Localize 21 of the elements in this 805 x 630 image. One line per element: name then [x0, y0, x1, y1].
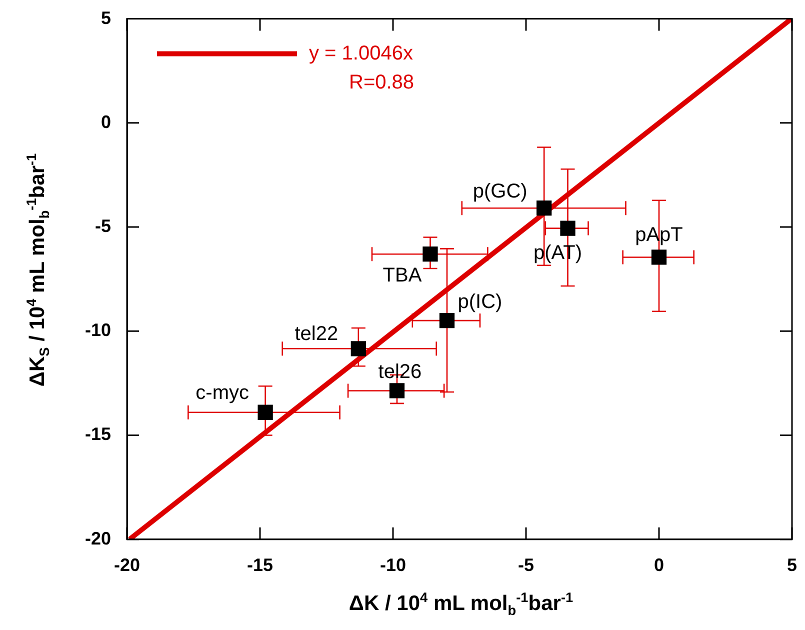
x-tick-label: -5: [518, 555, 534, 576]
annotation: c-myc: [196, 382, 249, 404]
annotation: R=0.88: [349, 71, 414, 94]
y-tick-label: -5: [94, 216, 111, 236]
y-tick-label: 0: [100, 112, 111, 132]
annotation: p(IC): [458, 291, 502, 314]
y-tick-label: 5: [100, 8, 111, 28]
annotation: tel22: [294, 323, 338, 346]
x-tick-label: -10: [380, 555, 406, 576]
y-tick-label: -10: [84, 320, 111, 340]
x-tick-label: 0: [654, 555, 664, 576]
y-tick-label: -15: [84, 424, 111, 444]
x-tick-label: -20: [114, 555, 140, 576]
annotation: tel26: [378, 361, 422, 384]
annotation: p(GC): [472, 180, 528, 203]
y-tick-label: -20: [84, 528, 111, 548]
x-tick-label: 5: [786, 555, 797, 576]
annotation: TBA: [382, 264, 422, 287]
x-axis-title: ΔK / 10$^{4}$ mL mol$_{b}$$^{-1}$bar$^{-1}$: [348, 590, 574, 618]
x-tick-label: -15: [246, 555, 274, 576]
text: y = 1.0046x: [309, 42, 413, 64]
